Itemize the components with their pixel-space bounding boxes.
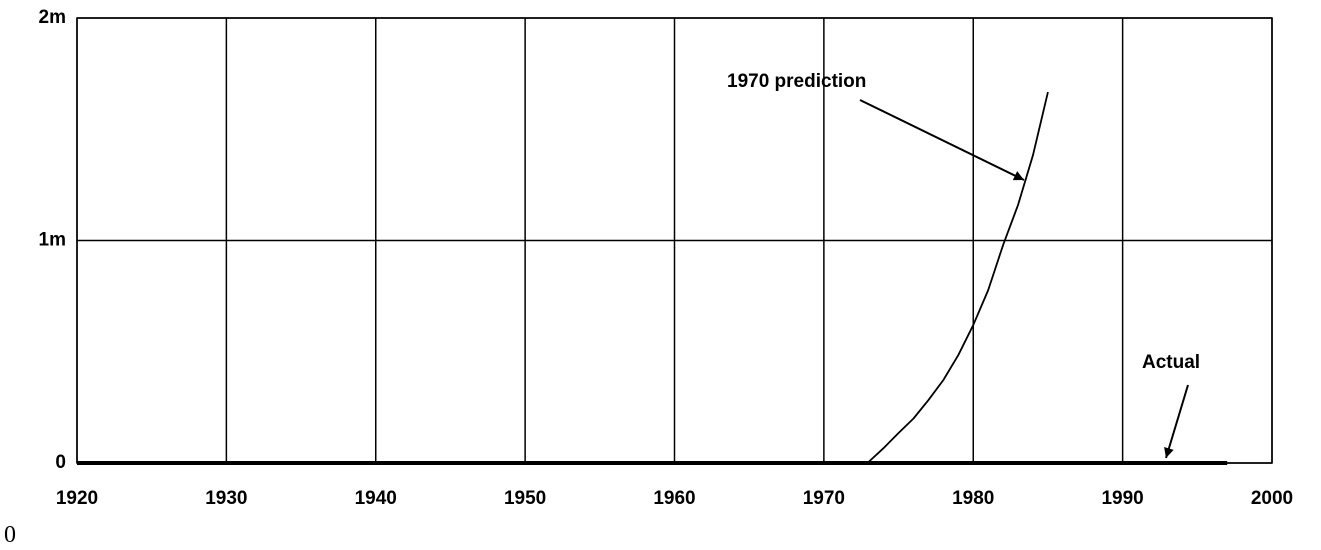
line-series [853,91,1049,464]
y-tick-label: 2m [39,7,66,28]
x-tick-label: 2000 [1251,488,1293,509]
x-tick-label: 1990 [1101,488,1143,509]
x-tick-label: 1950 [504,488,546,509]
footnote: 0 [4,522,16,548]
annotation-arrow [1164,384,1189,459]
annotation: 1970 prediction [727,71,866,92]
x-tick-label: 1980 [952,488,994,509]
y-tick-label: 1m [39,230,66,251]
x-tick-label: 1940 [355,488,397,509]
y-tick-label: 0 [55,452,66,473]
x-tick-label: 1960 [653,488,695,509]
annotation: Actual [1142,352,1200,373]
chart: 1970 prediction Actual 0 1m 2m 1920 1930 1940… [39,7,1294,509]
x-tick-label: 1920 [56,488,98,509]
annotation-arrow [859,99,1025,181]
x-tick-label: 1930 [205,488,247,509]
x-tick-label: 1970 [803,488,845,509]
